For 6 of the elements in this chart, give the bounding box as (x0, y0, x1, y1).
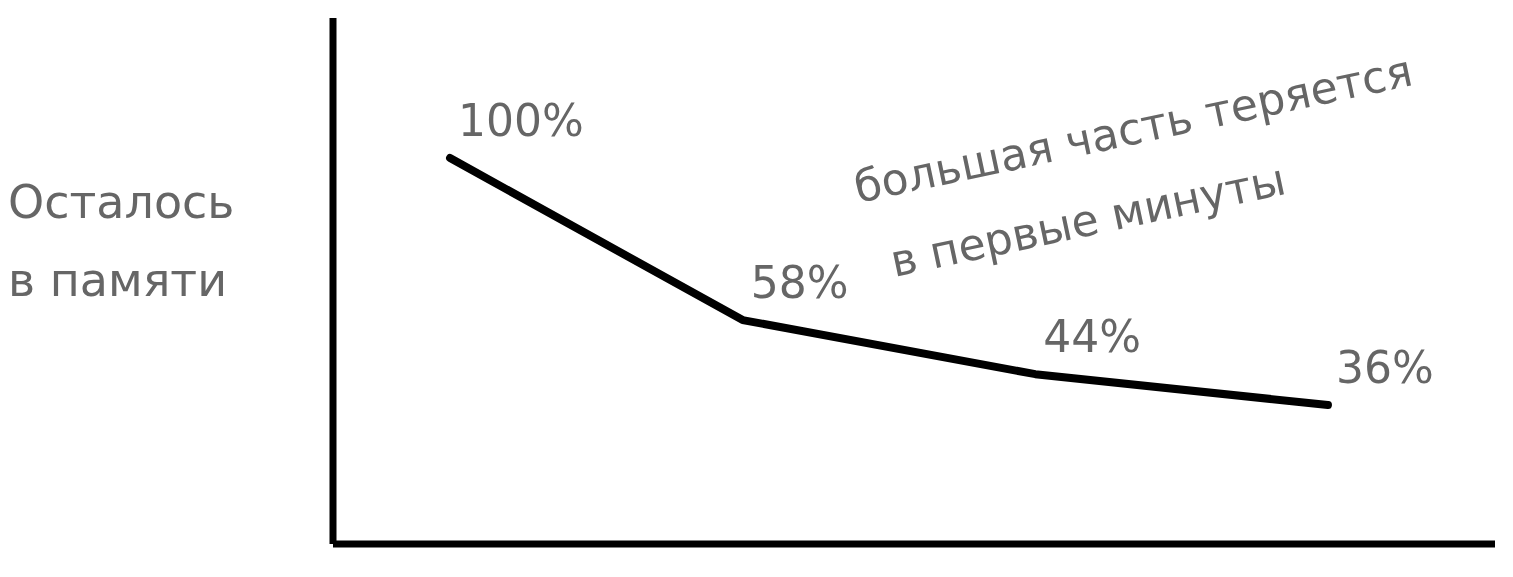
y-axis-title: Осталось в памяти (8, 175, 235, 307)
annotation: большая часть теряется в первые минуты (849, 44, 1417, 287)
data-label: 100% (458, 95, 584, 146)
data-label: 44% (1043, 311, 1142, 363)
data-label: 36% (1335, 342, 1434, 394)
data-label: 58% (750, 257, 849, 309)
